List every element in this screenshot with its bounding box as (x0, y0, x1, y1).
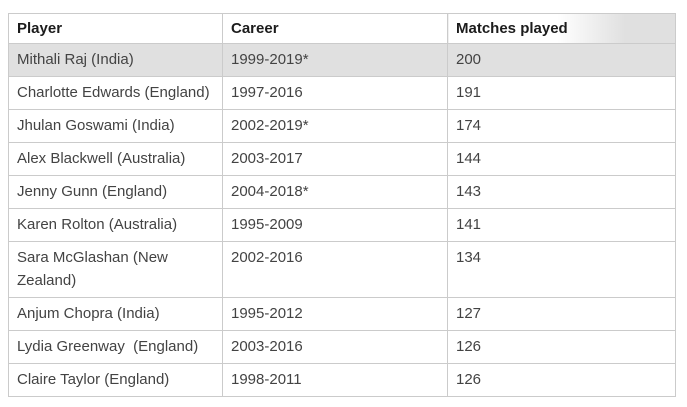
career-cell: 2002-2016 (222, 241, 448, 298)
table-row: Karen Rolton (Australia) 1995-2009 141 (8, 208, 676, 242)
career-cell: 1995-2012 (222, 297, 448, 331)
matches-played-cell: 174 (447, 109, 676, 143)
player-cell: Lydia Greenway (England) (8, 330, 223, 364)
column-header-matches-played: Matches played (447, 13, 676, 44)
player-cell: Sara McGlashan (New Zealand) (8, 241, 223, 298)
career-cell: 2003-2017 (222, 142, 448, 176)
player-cell: Alex Blackwell (Australia) (8, 142, 223, 176)
player-cell: Jhulan Goswami (India) (8, 109, 223, 143)
column-header-career: Career (222, 13, 448, 44)
matches-played-cell: 144 (447, 142, 676, 176)
table-row: Charlotte Edwards (England) 1997-2016 19… (8, 76, 676, 110)
matches-played-cell: 191 (447, 76, 676, 110)
career-cell: 1997-2016 (222, 76, 448, 110)
column-header-player: Player (8, 13, 223, 44)
matches-played-cell: 141 (447, 208, 676, 242)
table-body: Mithali Raj (India) 1999-2019* 200 Charl… (8, 43, 676, 397)
matches-played-cell: 143 (447, 175, 676, 209)
career-cell: 1998-2011 (222, 363, 448, 397)
table-row: Lydia Greenway (England) 2003-2016 126 (8, 330, 676, 364)
player-cell: Charlotte Edwards (England) (8, 76, 223, 110)
career-cell: 2004-2018* (222, 175, 448, 209)
player-cell: Karen Rolton (Australia) (8, 208, 223, 242)
table-row: Jhulan Goswami (India) 2002-2019* 174 (8, 109, 676, 143)
table-row: Jenny Gunn (England) 2004-2018* 143 (8, 175, 676, 209)
table-row: Anjum Chopra (India) 1995-2012 127 (8, 297, 676, 331)
matches-played-cell: 134 (447, 241, 676, 298)
career-cell: 1999-2019* (222, 43, 448, 77)
table-row: Claire Taylor (England) 1998-2011 126 (8, 363, 676, 397)
players-table: Player Career Matches played Mithali Raj… (8, 13, 676, 397)
matches-played-cell: 126 (447, 330, 676, 364)
table-row: Sara McGlashan (New Zealand) 2002-2016 1… (8, 241, 676, 298)
header-row: Player Career Matches played (8, 13, 676, 44)
career-cell: 1995-2009 (222, 208, 448, 242)
career-cell: 2003-2016 (222, 330, 448, 364)
matches-played-cell: 200 (447, 43, 676, 77)
table-row: Alex Blackwell (Australia) 2003-2017 144 (8, 142, 676, 176)
player-cell: Jenny Gunn (England) (8, 175, 223, 209)
player-cell: Claire Taylor (England) (8, 363, 223, 397)
career-cell: 2002-2019* (222, 109, 448, 143)
player-cell: Anjum Chopra (India) (8, 297, 223, 331)
matches-played-cell: 126 (447, 363, 676, 397)
table-row: Mithali Raj (India) 1999-2019* 200 (8, 43, 676, 77)
matches-played-cell: 127 (447, 297, 676, 331)
player-cell: Mithali Raj (India) (8, 43, 223, 77)
